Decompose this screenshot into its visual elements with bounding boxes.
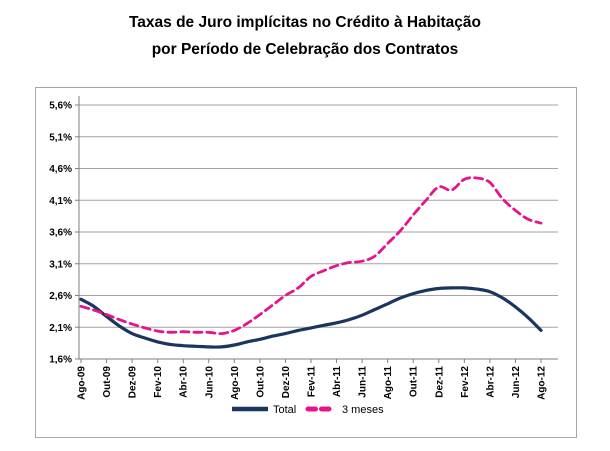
- x-axis-label: Ago-11: [383, 366, 394, 400]
- y-axis-label: 5,6%: [49, 101, 72, 112]
- y-axis-label: 2,6%: [49, 291, 72, 302]
- x-axis-label: Dez-10: [281, 366, 292, 399]
- x-axis-label: Abr-10: [179, 366, 190, 398]
- legend-label-total: Total: [273, 404, 296, 416]
- x-axis-label: Jun-10: [204, 366, 215, 399]
- line-chart: 5,6% 5,1% 4,6% 4,1% 3,6% 3,1% 2,6% 2,1% 1,6% Ago-…: [49, 96, 558, 416]
- x-axis-label: Out-09: [102, 366, 113, 398]
- chart-title: Taxas de Juro implícitas no Crédito à Ha…: [0, 9, 610, 63]
- chart-title-line2: por Período de Celebração dos Contratos: [151, 41, 459, 58]
- y-axis-label: 1,6%: [49, 355, 72, 366]
- x-axis-label: Out-11: [409, 366, 420, 398]
- x-axis-label: Fev-10: [153, 366, 164, 398]
- tres-meses-line: [79, 176, 543, 336]
- x-axis-label: Ago-12: [537, 366, 548, 400]
- y-axis-label: 5,1%: [49, 132, 72, 143]
- x-axis-label: Jun-12: [511, 366, 522, 399]
- x-axis-label: Abr-11: [332, 366, 343, 398]
- x-axis-label: Dez-11: [434, 366, 445, 398]
- x-axis-label: Fev-12: [460, 366, 471, 398]
- y-axis-label: 2,1%: [49, 323, 72, 334]
- y-axis-label: 3,6%: [49, 228, 72, 239]
- x-axis-label: Abr-12: [485, 366, 496, 398]
- y-axis-label: 3,1%: [49, 259, 72, 270]
- x-axis-label: Fev-11: [307, 366, 318, 398]
- chart-frame: 5,6% 5,1% 4,6% 4,1% 3,6% 3,1% 2,6% 2,1% 1,6% Ago-…: [35, 87, 577, 438]
- x-axis-label: Ago-10: [230, 366, 241, 400]
- y-axis-label: 4,6%: [49, 164, 72, 175]
- legend-label-3meses: 3 meses: [342, 404, 384, 416]
- x-axis-label: Ago-09: [77, 366, 88, 400]
- x-axis-label: Dez-09: [128, 366, 139, 399]
- y-axis-label: 4,1%: [49, 196, 72, 207]
- total-line: [79, 286, 543, 349]
- x-axis-label: Out-10: [255, 366, 266, 398]
- chart-title-line1: Taxas de Juro implícitas no Crédito à Ha…: [128, 14, 481, 31]
- x-axis-label: Jun-11: [358, 366, 369, 398]
